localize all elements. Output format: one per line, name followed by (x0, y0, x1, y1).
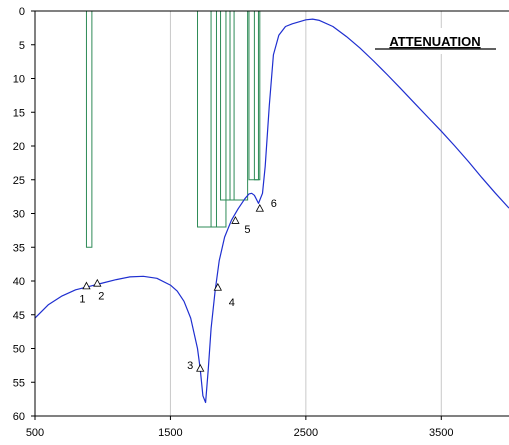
marker-label: 5 (244, 224, 250, 236)
marker-label: 2 (98, 291, 104, 303)
marker-label: 6 (271, 198, 277, 210)
marker-label: 4 (229, 297, 235, 309)
y-tick-label: 50 (13, 344, 25, 356)
x-tick-label: 3500 (429, 427, 453, 439)
y-tick-label: 25 (13, 175, 25, 187)
marker-triangle (82, 281, 91, 290)
chart-title-group: ATTENUATION (370, 28, 500, 54)
y-tick-label: 40 (13, 276, 25, 288)
curve-layer (34, 18, 509, 404)
chart-title-box (370, 28, 500, 54)
y-tick-label: 55 (13, 377, 25, 389)
grid-layer (169, 11, 442, 416)
y-tick-label: 15 (13, 107, 25, 119)
y-tick-label: 30 (13, 209, 25, 221)
marker-label: 3 (187, 360, 193, 372)
marker-layer: 1 2 3 4 5 6 (79, 198, 276, 372)
y-tick-label: 60 (13, 411, 25, 423)
marker-triangle (93, 278, 102, 287)
marker-triangle (196, 363, 205, 372)
y-tick-label: 35 (13, 242, 25, 254)
attenuation-curve (34, 18, 509, 404)
marker-triangle (231, 216, 240, 224)
y-tick-label: 45 (13, 310, 25, 322)
marker-triangle (213, 282, 222, 291)
x-tick-label: 1500 (158, 427, 182, 439)
y-tick-label: 20 (13, 141, 25, 153)
y-tick-label: 5 (19, 40, 25, 52)
chart-title: ATTENUATION (389, 34, 480, 49)
marker-triangle (255, 203, 264, 212)
x-tick-label: 500 (26, 427, 44, 439)
marker-label: 1 (79, 293, 85, 305)
y-tick-label: 10 (13, 74, 25, 86)
y-tick-label: 0 (19, 6, 25, 18)
x-tick-label: 2500 (294, 427, 318, 439)
